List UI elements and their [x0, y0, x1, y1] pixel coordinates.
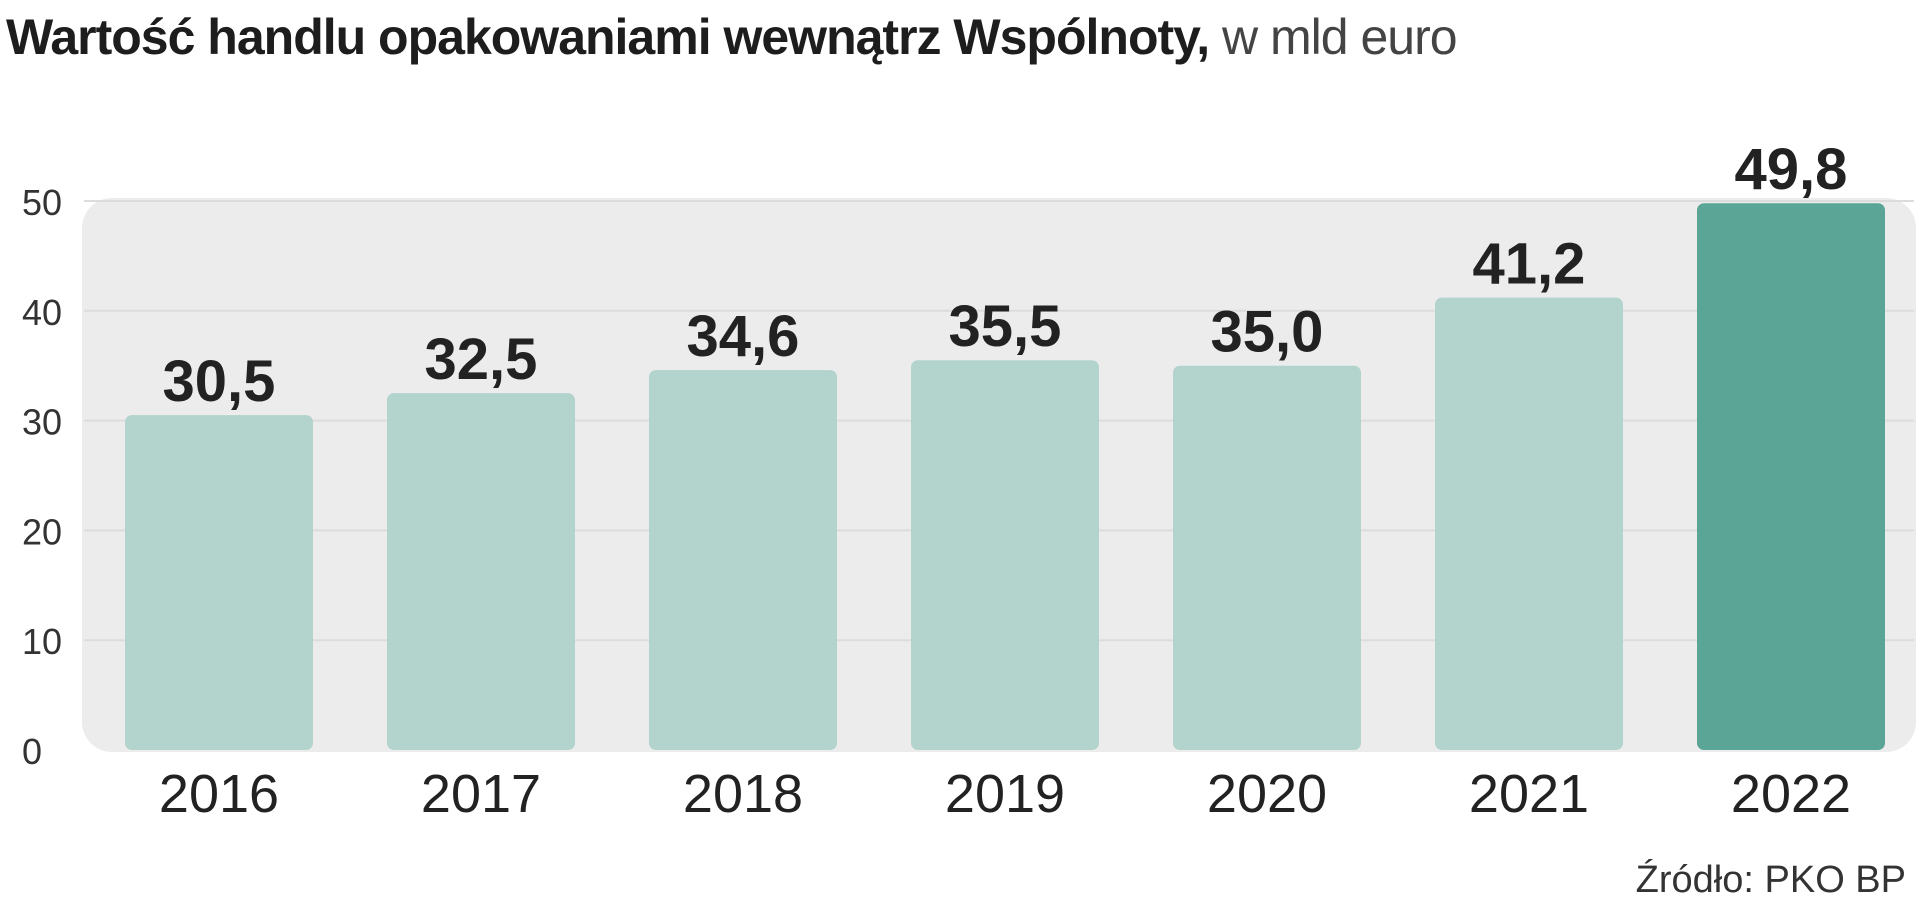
y-tick-label: 20 [22, 511, 62, 552]
bar-2017 [387, 393, 575, 750]
chart-title: Wartość handlu opakowaniami wewnątrz Wsp… [6, 4, 1458, 70]
source-note: Źródło: PKO BP [1635, 859, 1906, 901]
bar-2016 [125, 415, 313, 750]
value-label-2018: 34,6 [687, 304, 800, 369]
y-axis-ticks: 0 10 20 30 40 50 [22, 182, 62, 772]
x-tick-label-2018: 2018 [683, 764, 803, 824]
value-label-2016: 30,5 [163, 349, 276, 414]
x-tick-label-2020: 2020 [1207, 764, 1327, 824]
bar-2019 [911, 360, 1099, 750]
chart-title-unit: w mld euro [1222, 9, 1458, 65]
bars [125, 203, 1885, 751]
x-axis-ticks: 2016 2017 2018 2019 2020 2021 2022 [159, 764, 1851, 824]
value-label-2017: 32,5 [425, 327, 538, 392]
bar-2018 [649, 370, 837, 750]
y-tick-label: 10 [22, 621, 62, 662]
chart-title-main: Wartość handlu opakowaniami wewnątrz Wsp… [6, 9, 1210, 65]
x-tick-label-2021: 2021 [1469, 764, 1589, 824]
bar-2022 [1697, 203, 1885, 751]
value-label-2020: 35,0 [1211, 300, 1324, 365]
x-tick-label-2022: 2022 [1731, 764, 1851, 824]
value-label-2019: 35,5 [949, 294, 1062, 359]
value-label-2022: 49,8 [1735, 137, 1848, 202]
bar-2020 [1173, 365, 1361, 750]
y-tick-label: 50 [22, 182, 62, 223]
y-tick-label: 30 [22, 402, 62, 443]
y-tick-label: 0 [22, 731, 42, 772]
bar-chart: 0 10 20 30 40 50 30,5 32,5 34,6 35,5 35,0 41,2 49,8… [22, 137, 1916, 824]
value-labels: 30,5 32,5 34,6 35,5 35,0 41,2 49,8 [163, 137, 1848, 414]
y-tick-label: 40 [22, 292, 62, 333]
x-tick-label-2017: 2017 [421, 764, 541, 824]
x-tick-label-2016: 2016 [159, 764, 279, 824]
x-tick-label-2019: 2019 [945, 764, 1065, 824]
bar-2021 [1435, 297, 1623, 750]
value-label-2021: 41,2 [1473, 232, 1586, 297]
